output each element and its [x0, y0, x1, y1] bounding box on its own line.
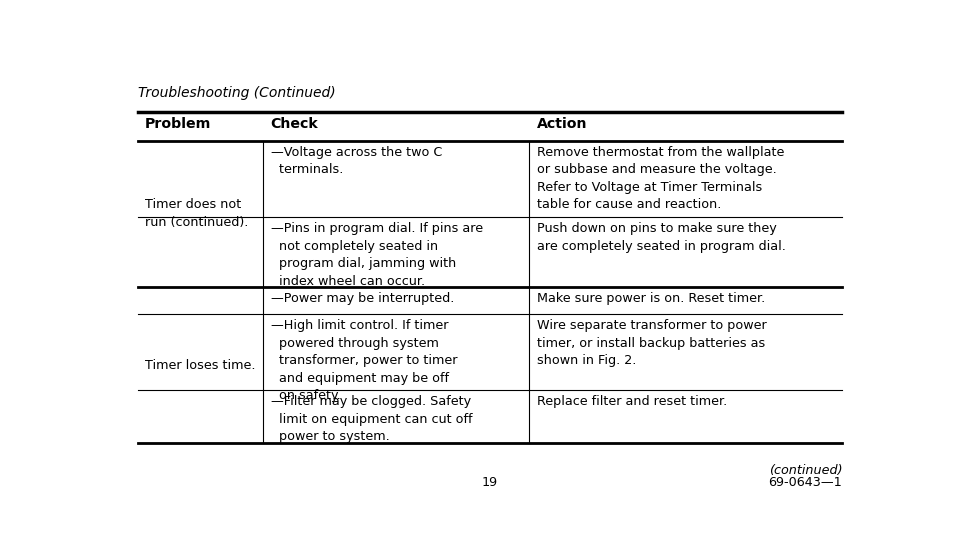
Text: Timer loses time.: Timer loses time. — [145, 359, 255, 372]
Text: Remove thermostat from the wallplate
or subbase and measure the voltage.
Refer t: Remove thermostat from the wallplate or … — [537, 146, 783, 211]
Text: Action: Action — [537, 117, 587, 131]
Text: Make sure power is on. Reset timer.: Make sure power is on. Reset timer. — [537, 292, 764, 305]
Text: —Voltage across the two C
  terminals.: —Voltage across the two C terminals. — [271, 146, 441, 176]
Text: (continued): (continued) — [768, 465, 841, 477]
Text: 19: 19 — [481, 476, 497, 490]
Text: Troubleshooting (Continued): Troubleshooting (Continued) — [137, 86, 335, 100]
Text: Problem: Problem — [145, 117, 212, 131]
Text: —Power may be interrupted.: —Power may be interrupted. — [271, 292, 454, 305]
Text: —Filter may be clogged. Safety
  limit on equipment can cut off
  power to syste: —Filter may be clogged. Safety limit on … — [271, 395, 472, 443]
Text: Replace filter and reset timer.: Replace filter and reset timer. — [537, 395, 726, 408]
Text: Wire separate transformer to power
timer, or install backup batteries as
shown i: Wire separate transformer to power timer… — [537, 319, 766, 367]
Text: —Pins in program dial. If pins are
  not completely seated in
  program dial, ja: —Pins in program dial. If pins are not c… — [271, 222, 482, 287]
Text: Push down on pins to make sure they
are completely seated in program dial.: Push down on pins to make sure they are … — [537, 222, 785, 252]
Text: Timer does not
run (continued).: Timer does not run (continued). — [145, 198, 248, 229]
Text: —High limit control. If timer
  powered through system
  transformer, power to t: —High limit control. If timer powered th… — [271, 319, 456, 402]
Text: Check: Check — [271, 117, 318, 131]
Text: 69-0643—1: 69-0643—1 — [768, 476, 841, 490]
